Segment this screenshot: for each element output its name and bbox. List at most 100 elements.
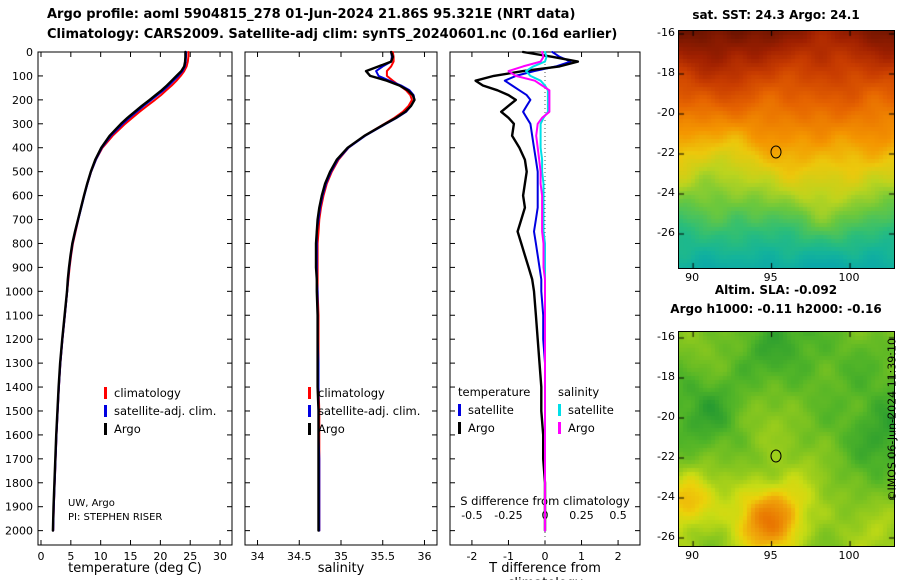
figure-title-line1: Argo profile: aoml 5904815_278 01-Jun-20… [47,7,576,22]
panel-border [37,51,233,546]
depth-tick-label: 200 [12,94,33,107]
legend-entry: Argo [558,419,614,437]
x-tick-label: 34 [251,550,265,563]
legend-temperature-panel: climatology satellite-adj. clim. Argo [104,384,216,438]
legend-label: Argo [318,422,345,436]
x-tick-label: 15 [124,550,138,563]
depth-tick-label: 1100 [5,309,33,322]
sla-map-subtitle: Argo h1000: -0.11 h2000: -0.16 [670,302,882,316]
depth-tick-label: 1400 [5,381,33,394]
map-lat-tick-label: -24 [657,490,675,503]
legend-line-swatch [458,422,461,434]
legend-entry: Argo [104,420,216,438]
legend-entry: Argo [458,419,530,437]
map-lat-tick-label: -22 [657,146,675,159]
legend-line-swatch [308,387,311,399]
x-tick-label: 0 [542,550,549,563]
legend-label: climatology [114,386,181,400]
depth-tick-label: 800 [12,237,33,250]
s-axis-tick-label: 0.5 [609,509,627,522]
profile-line-climatology [316,51,413,532]
depth-tick-label: 300 [12,118,33,131]
imos-watermark: ©IMOS 06-Jun-2024 11:39:10 [886,338,899,502]
x-tick-label: 36 [417,550,431,563]
legend-label: satellite [568,403,614,417]
legend-group-header: salinity [558,385,600,399]
sla-heatmap-canvas [679,332,894,546]
map-lat-tick-label: -20 [657,106,675,119]
depth-tick-label: 400 [12,142,33,155]
figure-title-line2: Climatology: CARS2009. Satellite-adj cli… [47,27,618,42]
map-lat-tick-label: -18 [657,370,675,383]
legend-entry: climatology [308,384,420,402]
depth-tick-label: 1900 [5,501,33,514]
legend-line-swatch [558,422,561,434]
legend-label: climatology [318,386,385,400]
legend-entry: climatology [104,384,216,402]
x-tick-label: -2 [466,550,477,563]
map-lat-tick-label: -26 [657,530,675,543]
xlabel-t-difference: T difference from climatology [489,561,601,580]
sla-map [678,331,895,547]
legend-difference-salinity: salinity satellite Argo [558,383,614,437]
profile-line-argo-t [474,50,580,532]
legend-line-swatch [104,387,107,399]
x-tick-label: 34.5 [287,550,312,563]
legend-entry: Argo [308,420,420,438]
map-lat-tick-label: -20 [657,410,675,423]
map-lon-tick-label: 90 [685,271,700,284]
sla-map-title: Altim. SLA: -0.092 [714,283,838,297]
legend-label: satellite-adj. clim. [318,404,421,418]
legend-label: satellite [468,403,514,417]
legend-entry: satellite-adj. clim. [308,402,420,420]
profile-line-satellite-adj-clim- [315,51,416,532]
s-axis-tick-label: 0.25 [569,509,594,522]
map-lat-tick-label: -26 [657,226,675,239]
sst-map-title: sat. SST: 24.3 Argo: 24.1 [692,8,860,22]
x-tick-label: 1 [578,550,585,563]
sst-heatmap-canvas [679,31,894,268]
legend-entry: satellite-adj. clim. [104,402,216,420]
x-tick-label: 10 [94,550,108,563]
legend-entry: satellite [458,401,530,419]
depth-tick-label: 0 [26,46,33,59]
legend-line-swatch [308,423,311,435]
legend-line-swatch [458,404,461,416]
legend-difference-temperature: temperature satellite Argo [458,383,530,437]
depth-tick-label: 2000 [5,525,33,538]
sst-map [678,30,895,269]
map-lat-tick-label: -18 [657,66,675,79]
x-tick-label: 35.5 [370,550,395,563]
legend-label: Argo [114,422,141,436]
legend-line-swatch [104,423,107,435]
legend-entry: satellite [558,401,614,419]
x-tick-label: 20 [153,550,167,563]
legend-label: Argo [568,421,595,435]
depth-tick-label: 1500 [5,405,33,418]
x-tick-label: 0 [37,550,44,563]
annotation-pi: PI: STEPHEN RISER [68,512,163,523]
legend-line-swatch [104,405,107,417]
legend-line-swatch [308,405,311,417]
profile-line-argo [51,50,187,532]
depth-tick-label: 1700 [5,453,33,466]
xlabel-salinity: salinity [317,561,365,576]
x-tick-label: -1 [503,550,514,563]
depth-tick-label: 1300 [5,357,33,370]
argo-position-marker [770,145,782,159]
x-tick-label: 5 [67,550,74,563]
s-axis-tick-label: -0.5 [461,509,482,522]
depth-tick-label: 1600 [5,429,33,442]
depth-tick-label: 600 [12,190,33,203]
argo-position-marker [770,449,782,463]
map-lat-tick-label: -22 [657,450,675,463]
map-lat-tick-label: -16 [657,330,675,343]
map-lon-tick-label: 100 [838,549,860,562]
profile-line-argo [314,50,416,532]
depth-tick-label: 900 [12,261,33,274]
map-lon-tick-label: 90 [685,549,700,562]
depth-tick-label: 500 [12,166,33,179]
map-lon-tick-label: 100 [838,271,860,284]
depth-tick-label: 1800 [5,477,33,490]
